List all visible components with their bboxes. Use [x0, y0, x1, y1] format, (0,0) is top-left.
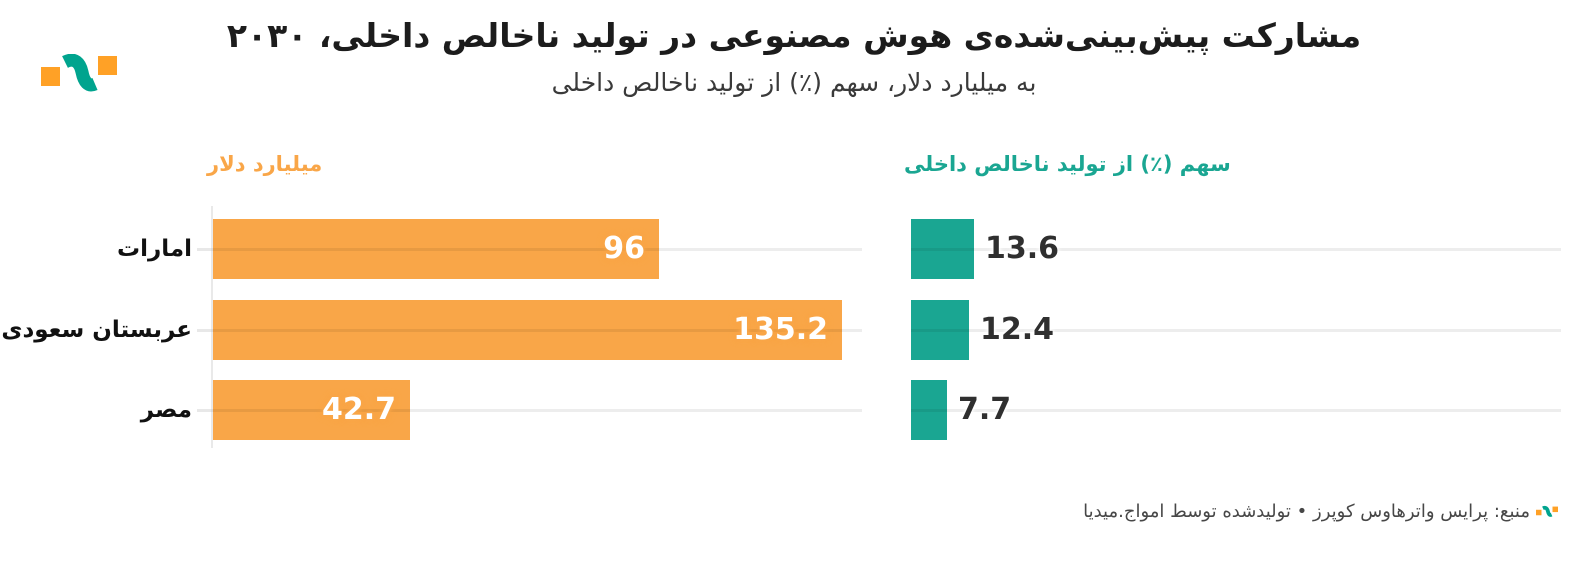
- gridline-dollars: [211, 248, 862, 251]
- gridline-share: [911, 329, 1561, 332]
- gridline-dollars: [211, 409, 862, 412]
- axis-tick: [197, 409, 211, 412]
- gridline-share: [911, 248, 1561, 251]
- page-title: مشارکت پیش‌بینی‌شده‌ی هوش مصنوعی در تولی…: [226, 16, 1362, 55]
- dollars-bar: [211, 219, 659, 279]
- logo-square-right: [98, 56, 117, 75]
- dollars-bar: [211, 380, 410, 440]
- column-header-dollars: میلیارد دلار: [207, 152, 323, 176]
- dollars-bar: [211, 300, 842, 360]
- dollars-value-label: 135.2: [733, 312, 828, 347]
- category-label: امارات: [117, 236, 192, 262]
- share-value-label: 13.6: [985, 231, 1060, 266]
- logo-wave-shape: [62, 54, 98, 92]
- gridline-share: [911, 409, 1561, 412]
- column-header-gdp-share: سهم (٪) از تولید ناخالص داخلی: [904, 152, 1231, 176]
- dollars-value-label: 42.7: [321, 392, 396, 427]
- y-axis-line: [211, 206, 213, 448]
- share-value-label: 7.7: [958, 392, 1012, 427]
- category-label: مصر: [140, 397, 192, 423]
- dollars-value-label: 96: [603, 231, 645, 266]
- axis-tick: [197, 329, 211, 332]
- amwaj-media-logo-small-icon: [1536, 505, 1558, 517]
- share-bar: [911, 380, 947, 440]
- gridline-dollars: [211, 329, 862, 332]
- logo-wave-shape: [1542, 505, 1553, 517]
- share-bar: [911, 300, 969, 360]
- logo-square-right: [1552, 506, 1558, 513]
- amwaj-media-logo-icon: [41, 54, 117, 92]
- category-label: عربستان سعودی: [1, 317, 192, 343]
- share-bar: [911, 219, 974, 279]
- page-subtitle: به میلیارد دلار، سهم (٪) از تولید ناخالص…: [551, 68, 1037, 97]
- logo-square-left: [41, 67, 60, 86]
- axis-tick: [197, 248, 211, 251]
- source-credit-text: منبع: پرایس واترهاوس کوپرز • تولیدشده تو…: [1083, 501, 1530, 522]
- share-value-label: 12.4: [980, 312, 1055, 347]
- logo-square-left: [1536, 509, 1542, 516]
